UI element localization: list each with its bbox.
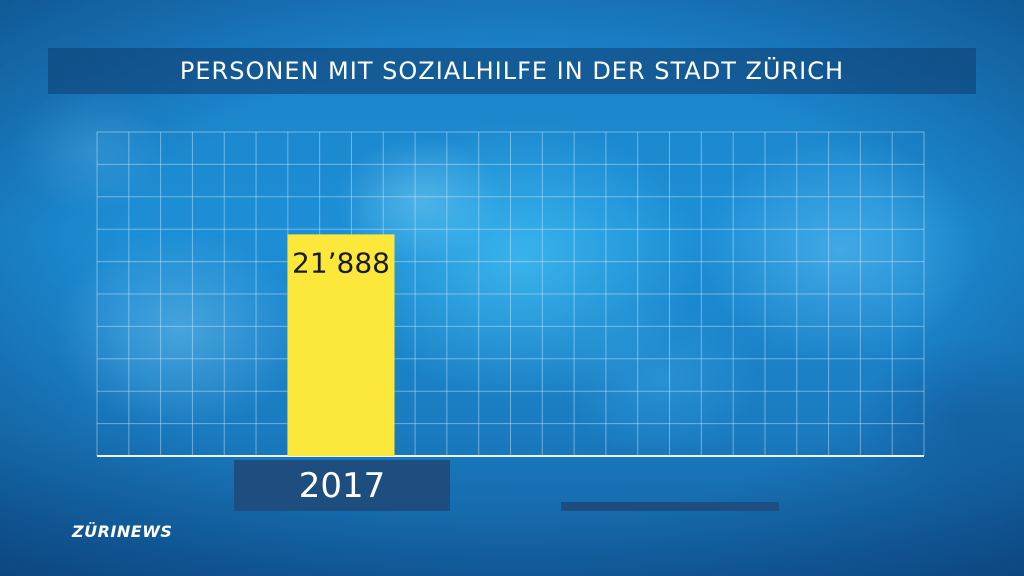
chart-data-labels: 21’888 — [292, 246, 390, 279]
chart-grid — [96, 131, 925, 457]
year-label: 2017 — [298, 465, 386, 506]
empty-label-bar — [561, 502, 779, 511]
title-bar: PERSONEN MIT SOZIALHILFE IN DER STADT ZÜ… — [48, 48, 976, 94]
year-label-box: 2017 — [234, 460, 450, 511]
chart-title: PERSONEN MIT SOZIALHILFE IN DER STADT ZÜ… — [179, 57, 845, 85]
chart-bars — [287, 234, 395, 456]
bar-2017 — [287, 234, 395, 456]
zurinews-logo: ZÜRINEWS — [72, 522, 173, 541]
data-label-2017: 21’888 — [292, 246, 390, 279]
